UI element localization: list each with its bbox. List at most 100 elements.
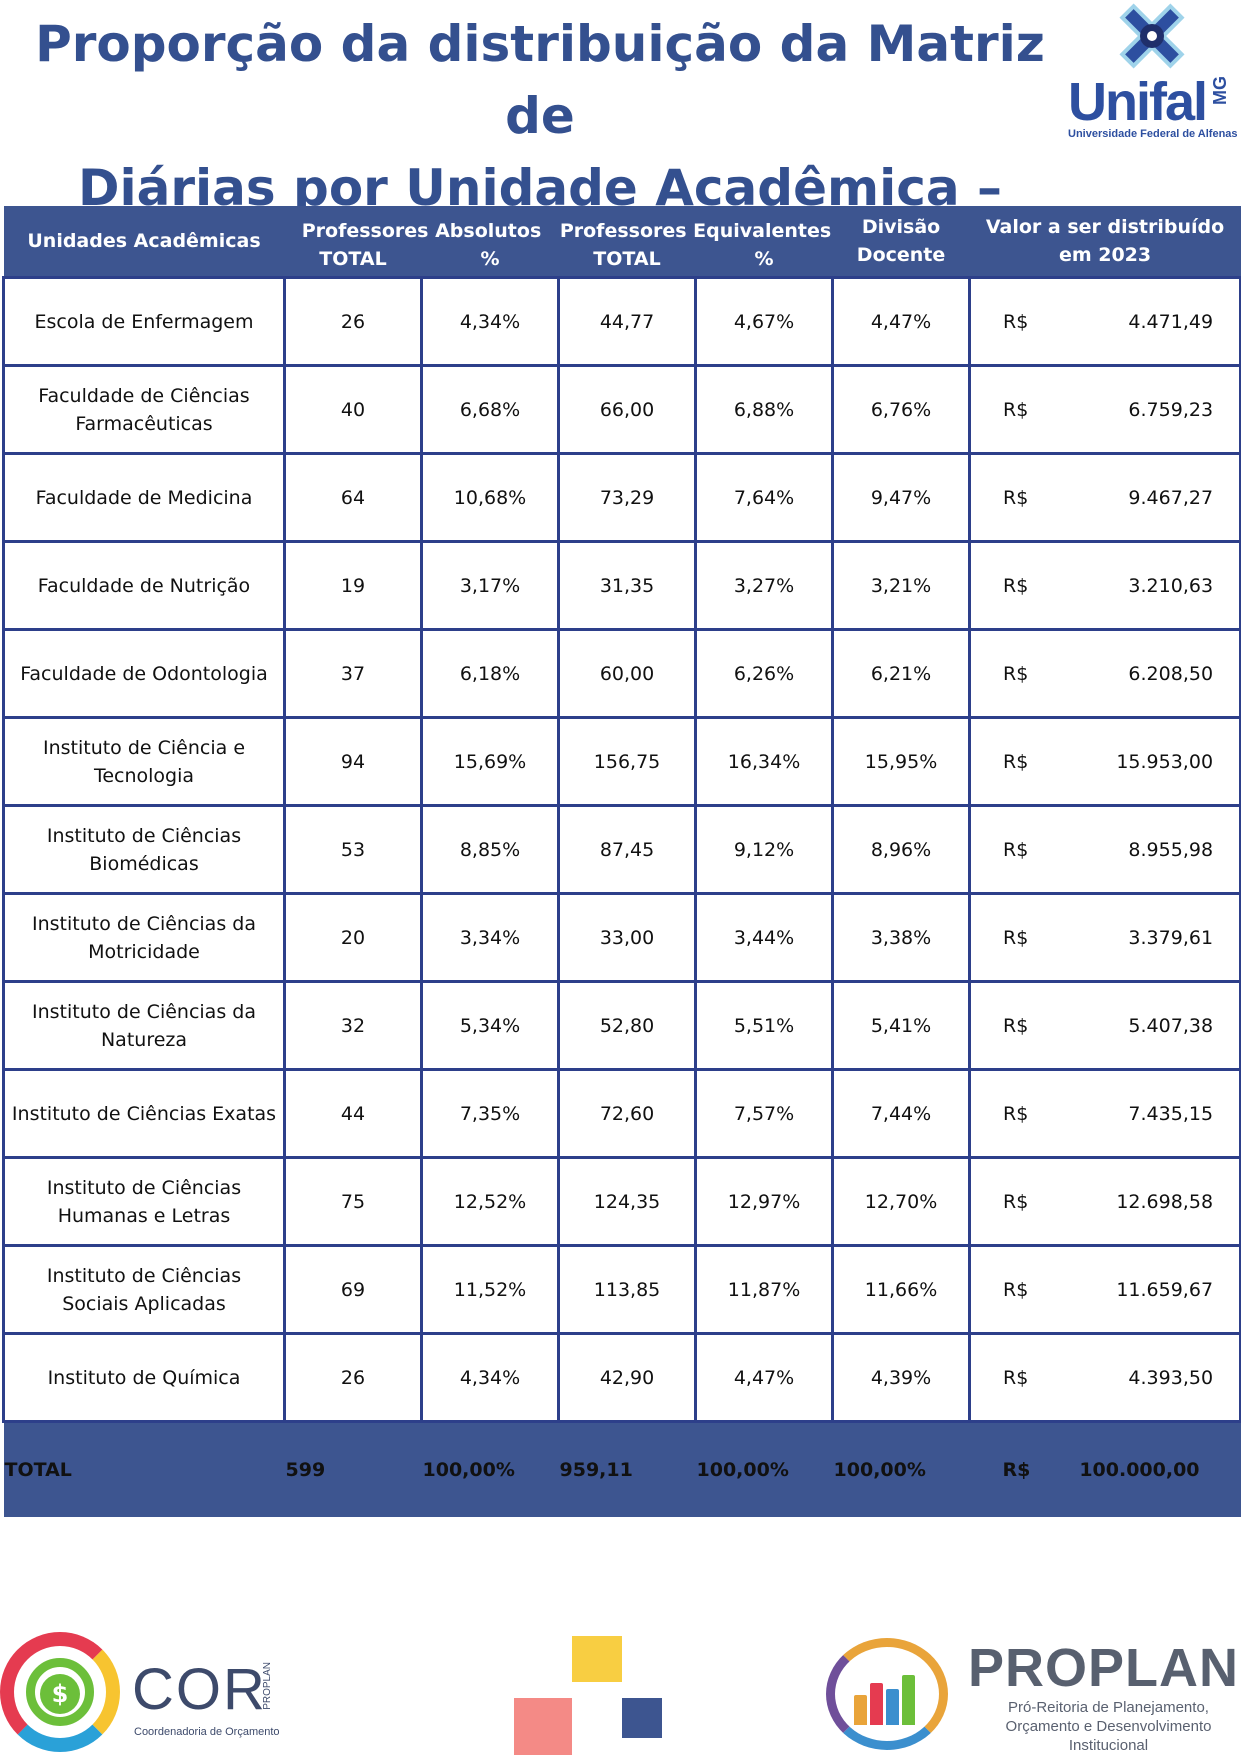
eq-percent-cell: 7,57%	[694, 1068, 835, 1159]
eq-total-cell: 52,80	[557, 980, 698, 1071]
currency-label: R$	[1003, 1014, 1029, 1037]
valor-cell: R$ 12.698,58	[968, 1156, 1241, 1247]
valor-amount: 6.759,23	[1128, 398, 1214, 421]
proplan-subtitle-line2: Orçamento e Desenvolvimento Instituciona…	[1005, 1718, 1212, 1754]
table-row: Instituto de Ciências Humanas e Letras 75 1…	[2, 1156, 1241, 1247]
table-row: Faculdade de Nutrição 19 3,17% 31,35 3,27% 3,…	[2, 540, 1241, 631]
abs-percent-cell: 8,85%	[419, 804, 561, 895]
valor-cell: R$ 4.393,50	[968, 1332, 1241, 1423]
eq-percent-cell: 5,51%	[694, 980, 835, 1071]
eq-percent-cell: 6,26%	[694, 628, 835, 719]
unit-name-line1: Instituto de Ciência e	[42, 736, 246, 759]
valor-amount: 7.435,15	[1128, 1102, 1214, 1125]
currency-label: R$	[1003, 750, 1029, 773]
currency-label: R$	[1003, 1190, 1029, 1213]
table-row: Faculdade de Odontologia 37 6,18% 60,00 6,26…	[2, 628, 1241, 719]
eq-total-cell: 156,75	[557, 716, 698, 807]
valor-amount: 4.471,49	[1128, 310, 1214, 333]
decor-square-pink	[514, 1698, 572, 1755]
header-eq-percent: %	[695, 242, 833, 278]
currency-label: R$	[1003, 1102, 1029, 1125]
table-row: Instituto de Ciências Exatas 44 7,35% 72,60…	[2, 1068, 1241, 1159]
header-abs-percent: %	[421, 242, 559, 278]
proplan-subtitle-line1: Pró-Reitoria de Planejamento,	[1008, 1699, 1209, 1716]
divisao-cell: 4,39%	[831, 1332, 972, 1423]
proplan-logo-subtitle: Pró-Reitoria de Planejamento, Orçamento …	[976, 1698, 1241, 1755]
abs-percent-cell: 6,18%	[419, 628, 561, 719]
chart-bar-icon	[854, 1695, 867, 1725]
divisao-cell: 15,95%	[831, 716, 972, 807]
eq-percent-cell: 7,64%	[694, 452, 835, 543]
divisao-cell: 4,47%	[831, 276, 972, 367]
unit-name: Instituto de Química	[2, 1332, 286, 1423]
valor-cell: R$ 6.759,23	[968, 364, 1241, 455]
eq-total-cell: 60,00	[557, 628, 698, 719]
table-row: Instituto de Ciências da Natureza 32 5,34% 5…	[2, 980, 1241, 1071]
abs-percent-cell: 3,17%	[419, 540, 561, 631]
unifal-logo-state: MG	[1210, 76, 1230, 105]
unit-name-line1: Instituto de Ciências da	[32, 912, 256, 935]
table-row: Faculdade de Medicina 64 10,68% 73,29 7,64% 9…	[2, 452, 1241, 543]
abs-total-cell: 26	[283, 1332, 423, 1423]
eq-percent-cell: 9,12%	[694, 804, 835, 895]
abs-percent-cell: 11,52%	[419, 1244, 561, 1335]
valor-cell: R$ 9.467,27	[968, 452, 1241, 543]
unit-name: Instituto de Ciências Biomédicas	[2, 804, 286, 895]
abs-percent-cell: 7,35%	[419, 1068, 561, 1159]
decor-square-navy	[622, 1698, 662, 1738]
abs-percent-cell: 6,68%	[419, 364, 561, 455]
divisao-cell: 3,38%	[831, 892, 972, 983]
table-total-row: TOTAL 599 100,00% 959,11 100,00% 100,00%…	[3, 1421, 1241, 1517]
header-divisao-line1: Divisão	[861, 216, 941, 238]
total-currency: R$	[1002, 1459, 1031, 1481]
eq-total-cell: 33,00	[557, 892, 698, 983]
abs-percent-cell: 4,34%	[419, 276, 561, 367]
header-divisao-docente: Divisão Docente	[832, 206, 970, 278]
unifal-emblem-icon	[1119, 3, 1185, 69]
table-row: Faculdade de Ciências Farmacêuticas 40 6,68…	[2, 364, 1241, 455]
abs-total-cell: 94	[283, 716, 423, 807]
proplan-logo: PROPLAN Pró-Reitoria de Planejamento, Or…	[826, 1638, 1241, 1755]
cor-logo-word: COR	[132, 1657, 267, 1722]
unifal-logo-subtitle: Universidade Federal de Alfenas	[1068, 128, 1238, 140]
unit-name-line1: Instituto de Ciências da	[32, 1000, 256, 1023]
valor-amount: 9.467,27	[1128, 486, 1214, 509]
abs-total-cell: 53	[283, 804, 423, 895]
unit-name-line1: Faculdade de Medicina	[35, 486, 253, 509]
footer: $ COR PROPLAN Coordenadoria de Orçamento…	[0, 1620, 1241, 1755]
page-title-line1: Proporção da distribuição da Matriz de	[35, 15, 1045, 145]
valor-cell: R$ 11.659,67	[968, 1244, 1241, 1335]
currency-label: R$	[1003, 310, 1029, 333]
eq-total-cell: 44,77	[557, 276, 698, 367]
eq-percent-cell: 6,88%	[694, 364, 835, 455]
abs-total-cell: 37	[283, 628, 423, 719]
abs-total-cell: 40	[283, 364, 423, 455]
unit-name-line2: Farmacêuticas	[75, 412, 213, 435]
unit-name: Instituto de Ciências da Motricidade	[2, 892, 286, 983]
unit-name-line1: Faculdade de Nutrição	[37, 574, 251, 597]
eq-total-cell: 113,85	[557, 1244, 698, 1335]
valor-amount: 11.659,67	[1116, 1278, 1214, 1301]
eq-percent-cell: 11,87%	[694, 1244, 835, 1335]
currency-label: R$	[1003, 662, 1029, 685]
unit-name: Escola de Enfermagem	[2, 276, 286, 367]
valor-cell: R$ 7.435,15	[968, 1068, 1241, 1159]
abs-total-cell: 20	[283, 892, 423, 983]
abs-total-cell: 26	[283, 276, 423, 367]
total-divisao: 100,00%	[832, 1421, 970, 1517]
header-professores-absolutos: Professores Absolutos	[284, 206, 559, 242]
total-eq-percent: 100,00%	[695, 1421, 833, 1517]
divisao-cell: 5,41%	[831, 980, 972, 1071]
header-valor-line2: em 2023	[1058, 244, 1152, 266]
eq-total-cell: 124,35	[557, 1156, 698, 1247]
total-abs-percent: 100,00%	[421, 1421, 559, 1517]
valor-cell: R$ 15.953,00	[968, 716, 1241, 807]
divisao-cell: 11,66%	[831, 1244, 972, 1335]
distribution-table: Unidades Acadêmicas Professores Absoluto…	[2, 206, 1241, 1517]
header-divisao-line2: Docente	[856, 244, 946, 266]
unit-name: Instituto de Ciências da Natureza	[2, 980, 286, 1071]
eq-total-cell: 66,00	[557, 364, 698, 455]
abs-total-cell: 64	[283, 452, 423, 543]
valor-amount: 4.393,50	[1128, 1366, 1214, 1389]
unit-name: Faculdade de Nutrição	[2, 540, 286, 631]
